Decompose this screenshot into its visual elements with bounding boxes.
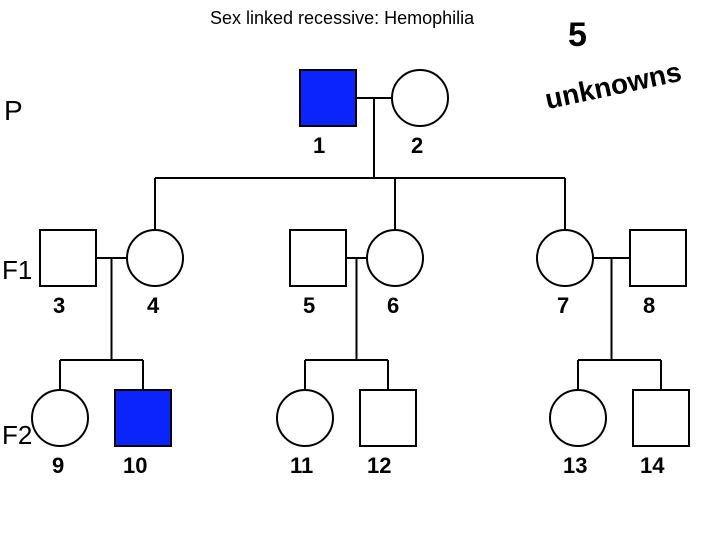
individual-label: 5: [303, 293, 315, 319]
generation-label: F1: [2, 255, 32, 286]
individual-label: 10: [123, 453, 147, 479]
generation-label: P: [4, 95, 23, 127]
individual-label: 4: [147, 293, 159, 319]
generation-label: F2: [2, 420, 32, 451]
individual-label: 7: [557, 293, 569, 319]
individual-label: 11: [290, 453, 313, 479]
individual-label: 13: [563, 453, 587, 479]
handwritten-annotation: 5: [568, 16, 587, 55]
individual-label: 1: [313, 133, 325, 159]
individual-label: 8: [643, 293, 655, 319]
individual-label: 2: [411, 133, 423, 159]
individual-label: 9: [52, 453, 64, 479]
individual-label: 3: [53, 293, 65, 319]
individual-label: 6: [387, 293, 399, 319]
individual-label: 14: [640, 453, 664, 479]
individual-label: 12: [367, 453, 391, 479]
